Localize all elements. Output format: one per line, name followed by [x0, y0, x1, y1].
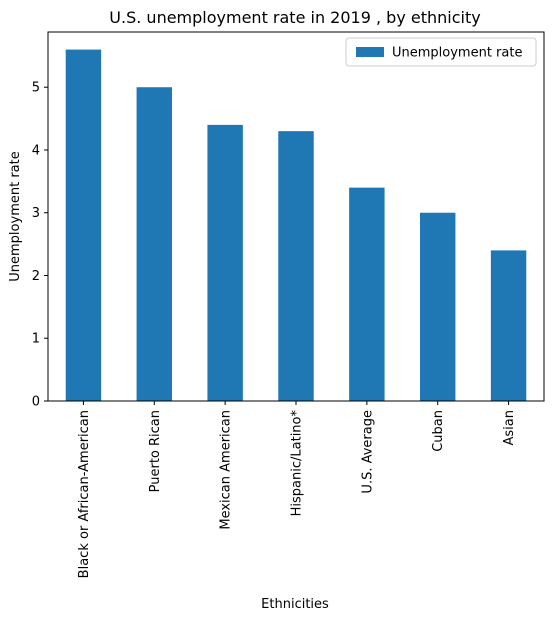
y-tick-label-2: 2 [32, 269, 40, 284]
x-tick-label-4: U.S. Average [360, 410, 375, 494]
x-tick-label-0: Black or African-American [77, 410, 92, 578]
legend-box [345, 37, 537, 67]
x-tick-label-1: Puerto Rican [148, 410, 163, 492]
x-axis: Black or African-American Puerto Rican Mex… [77, 401, 517, 578]
plot-frame [47, 31, 545, 402]
x-tick-label-5: Cuban [431, 410, 446, 452]
y-tick-label-3: 3 [32, 206, 40, 221]
y-tick-label-5: 5 [32, 81, 40, 96]
x-tick-label-2: Mexican American [219, 410, 234, 530]
bar-2 [207, 124, 243, 401]
bar-3 [278, 131, 314, 401]
legend-swatch [356, 47, 384, 57]
y-axis: 0 1 2 3 4 5 [32, 81, 48, 410]
bar-6 [490, 250, 527, 401]
y-tick-label-1: 1 [32, 332, 40, 347]
legend: Unemployment rate [345, 37, 537, 67]
bar-5 [420, 212, 456, 401]
x-axis-label: Ethnicities [261, 597, 329, 612]
x-tick-label-3: Hispanic/Latino* [290, 410, 305, 517]
legend-entry-label: Unemployment rate [392, 46, 522, 61]
y-tick-label-0: 0 [32, 395, 40, 410]
bar-1 [136, 87, 172, 401]
y-tick-label-4: 4 [32, 143, 40, 158]
bars-group [65, 49, 527, 401]
y-axis-label: Unemployment rate [8, 151, 23, 281]
bar-0 [65, 49, 102, 401]
chart-title: U.S. unemployment rate in 2019 , by ethn… [109, 8, 480, 27]
bar-4 [349, 187, 385, 401]
x-tick-label-6: Asian [502, 410, 517, 445]
